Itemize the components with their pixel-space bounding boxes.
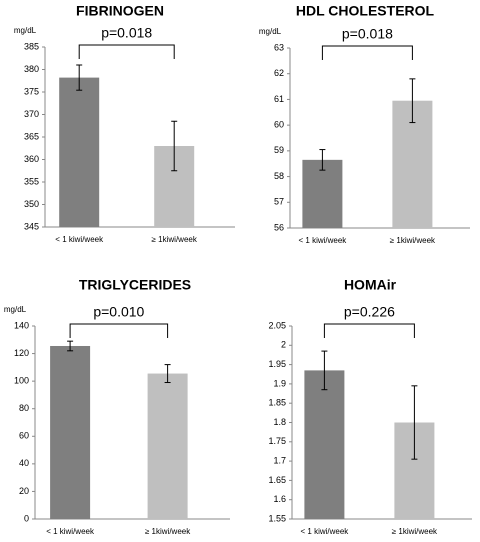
y-tick-label: 62 (274, 68, 284, 78)
chart-title: HDL CHOLESTEROL (296, 3, 435, 19)
error-bar (164, 364, 171, 384)
y-tick-label: 1.6 (273, 494, 286, 504)
x-tick-label: ≥ 1kiwi/week (152, 235, 198, 244)
x-tick-label: < 1 kiwi/week (299, 236, 348, 245)
y-tick-label: 345 (24, 221, 39, 231)
error-bar (76, 64, 83, 91)
chart-title: FIBRINOGEN (76, 3, 164, 19)
error-bar (411, 385, 418, 460)
annotation: p=0.226 (344, 304, 395, 320)
y-tick-label: 1.9 (273, 378, 286, 388)
y-tick-label: 375 (24, 86, 39, 96)
y-tick-label: 365 (24, 131, 39, 141)
bar (59, 77, 100, 227)
y-tick-label: 1.95 (268, 359, 286, 369)
y-tick-label: 370 (24, 109, 39, 119)
y-tick-label: 120 (14, 348, 29, 358)
y-tick-label: 59 (274, 145, 284, 155)
y-tick-label: 2.05 (268, 320, 286, 330)
y-tick-label: 60 (274, 120, 284, 130)
x-tick-label: ≥ 1kiwi/week (390, 236, 436, 245)
y-tick-label: 40 (19, 458, 29, 468)
y-tick-label: 0 (24, 513, 29, 523)
y-tick-label: 20 (19, 486, 29, 496)
y-tick-label: 1.7 (273, 455, 286, 465)
significance-bracket (323, 323, 415, 338)
y-tick-label: 1.65 (268, 475, 286, 485)
y-tick-label: 56 (274, 222, 284, 232)
y-axis-label: mg/dL (14, 26, 37, 35)
y-tick-label: 140 (14, 320, 29, 330)
bar (302, 159, 343, 228)
y-axis-label: mg/dL (4, 305, 27, 314)
error-bar (321, 350, 328, 391)
y-tick-label: 60 (19, 431, 29, 441)
y-tick-label: 100 (14, 376, 29, 386)
annotation: p=0.018 (342, 26, 393, 42)
y-tick-label: 385 (24, 41, 39, 51)
y-tick-label: 63 (274, 42, 284, 52)
annotation: p=0.010 (93, 304, 144, 320)
error-bar (319, 149, 326, 171)
y-tick-label: 1.55 (268, 513, 286, 523)
significance-bracket (69, 323, 169, 338)
y-tick-label: 2 (281, 340, 286, 350)
annotation: p=0.018 (101, 25, 152, 41)
y-tick-label: 58 (274, 171, 284, 181)
y-tick-label: 1.85 (268, 398, 286, 408)
bar (304, 370, 345, 519)
significance-bracket (78, 44, 175, 59)
x-tick-label: < 1 kiwi/week (55, 235, 104, 244)
y-tick-label: 380 (24, 64, 39, 74)
y-tick-label: 1.75 (268, 436, 286, 446)
y-tick-label: 80 (19, 403, 29, 413)
significance-bracket (321, 45, 413, 60)
y-tick-label: 57 (274, 197, 284, 207)
x-tick-label: ≥ 1kiwi/week (145, 527, 191, 536)
chart-title: HOMAir (344, 277, 397, 293)
error-bar (171, 120, 178, 172)
y-axis-label: mg/dL (259, 27, 282, 36)
x-tick-label: < 1 kiwi/week (301, 527, 350, 536)
x-tick-label: ≥ 1kiwi/week (392, 527, 438, 536)
bar (147, 373, 188, 519)
x-tick-label: < 1 kiwi/week (46, 527, 95, 536)
y-tick-label: 360 (24, 154, 39, 164)
y-tick-label: 355 (24, 176, 39, 186)
y-tick-label: 61 (274, 94, 284, 104)
chart-title: TRIGLYCERIDES (79, 277, 191, 293)
y-tick-label: 1.8 (273, 417, 286, 427)
y-tick-label: 350 (24, 199, 39, 209)
error-bar (409, 78, 416, 124)
error-bar (67, 340, 74, 352)
bar (50, 345, 91, 519)
